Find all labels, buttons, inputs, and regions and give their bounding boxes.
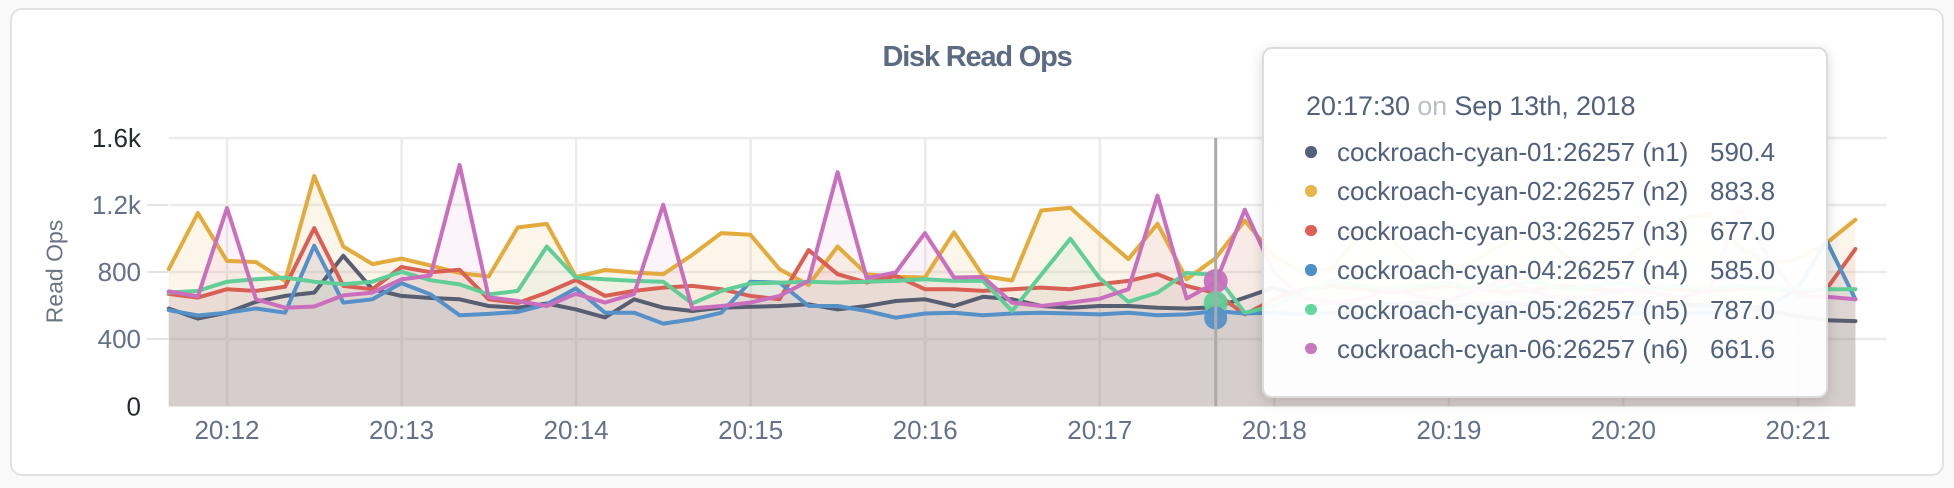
svg-text:400: 400 xyxy=(98,324,141,354)
svg-text:20:13: 20:13 xyxy=(369,415,434,445)
svg-text:1.2k: 1.2k xyxy=(92,190,142,220)
svg-text:20:18: 20:18 xyxy=(1242,415,1307,445)
svg-text:800: 800 xyxy=(98,257,141,287)
svg-text:20:15: 20:15 xyxy=(718,415,783,445)
svg-text:20:21: 20:21 xyxy=(1765,415,1830,445)
svg-text:20:20: 20:20 xyxy=(1591,415,1656,445)
svg-text:20:12: 20:12 xyxy=(194,415,259,445)
svg-text:1.6k: 1.6k xyxy=(92,123,142,153)
svg-text:20:14: 20:14 xyxy=(544,415,609,445)
svg-text:20:16: 20:16 xyxy=(893,415,958,445)
svg-text:0: 0 xyxy=(127,392,141,422)
svg-text:20:19: 20:19 xyxy=(1416,415,1481,445)
svg-text:20:17: 20:17 xyxy=(1067,415,1132,445)
